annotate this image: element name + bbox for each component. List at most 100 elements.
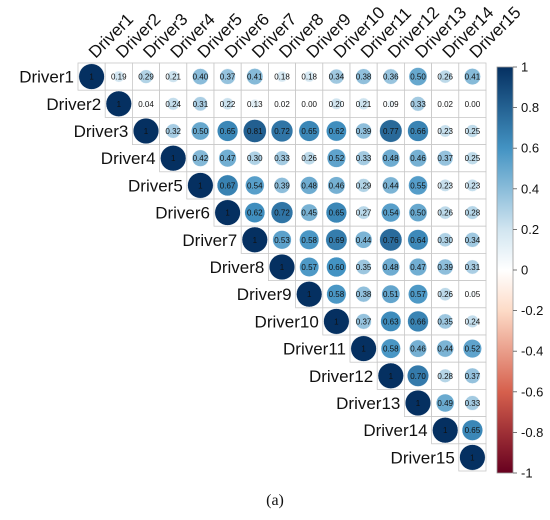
correlation-value: 0.46 [329, 181, 345, 190]
correlation-circle [463, 68, 481, 86]
diagonal-label: 1 [225, 209, 230, 218]
correlation-value: 0.58 [329, 290, 345, 299]
correlation-value: 0.29 [138, 73, 154, 82]
correlation-value: 0.72 [274, 209, 290, 218]
correlation-value: 0.39 [437, 263, 453, 272]
correlation-circle [379, 119, 403, 143]
correlation-circle [438, 287, 452, 301]
correlation-circle [355, 122, 372, 140]
correlation-circle [357, 97, 370, 110]
correlation-circle [381, 284, 401, 304]
correlation-value: 0.00 [465, 100, 481, 109]
colorbar-tick-label: 1 [521, 60, 528, 75]
colorbar-tick-label: -0.2 [521, 303, 543, 318]
correlation-value: 0.24 [165, 100, 181, 109]
correlation-value: 0.37 [465, 372, 481, 381]
correlation-circle [325, 228, 348, 251]
row-label: Driver1 [19, 68, 74, 87]
correlation-circle [462, 339, 482, 359]
row-label: Driver12 [309, 367, 373, 386]
correlation-value: 0.37 [220, 73, 236, 82]
correlation-value: 0.51 [383, 290, 399, 299]
correlation-circle [166, 97, 180, 111]
grid-cell [267, 89, 296, 118]
correlation-circle [244, 202, 266, 223]
correlation-circle [407, 120, 429, 142]
correlation-value: 0.54 [383, 209, 399, 218]
correlation-circle [327, 176, 346, 195]
correlation-value: 0.47 [410, 263, 426, 272]
correlation-value: 0.19 [111, 73, 127, 82]
diagonal-circle [350, 335, 377, 362]
correlation-circle [469, 291, 476, 298]
correlation-circle [437, 313, 453, 330]
correlation-circle [410, 96, 426, 112]
row-label: Driver7 [182, 231, 237, 250]
correlation-circle [407, 364, 429, 387]
correlation-value: 0.58 [301, 236, 317, 245]
correlation-value: 0.44 [356, 236, 372, 245]
correlation-value: 0.70 [410, 372, 426, 381]
figure-caption: (a) [0, 492, 550, 510]
correlation-value: 0.23 [465, 181, 481, 190]
correlation-value: 0.33 [356, 154, 372, 163]
correlation-value: 0.24 [465, 317, 481, 326]
correlation-value: 0.54 [247, 181, 263, 190]
correlation-value: 0.62 [329, 127, 345, 136]
correlation-value: 0.18 [274, 73, 290, 82]
correlation-circle [165, 123, 181, 139]
diagonal-label: 1 [144, 127, 149, 136]
correlation-circle [243, 119, 267, 143]
row-label: Driver8 [210, 258, 265, 277]
correlation-value: 0.41 [247, 73, 263, 82]
correlation-circle [356, 150, 372, 166]
correlation-circle [438, 205, 452, 220]
correlation-value: 0.50 [410, 209, 426, 218]
correlation-value: 0.36 [383, 73, 399, 82]
correlation-value: 0.52 [465, 345, 481, 354]
diagonal-circle [432, 417, 459, 444]
correlation-circle [279, 101, 285, 106]
correlation-circle [464, 395, 480, 411]
correlation-circle [381, 149, 400, 168]
correlation-value: 0.66 [410, 317, 426, 326]
correlation-value: 0.23 [437, 181, 453, 190]
correlation-value: 0.47 [220, 154, 236, 163]
diagonal-circle [377, 362, 404, 389]
correlation-circle [191, 121, 210, 141]
correlation-circle [409, 149, 427, 168]
correlation-circle [465, 314, 479, 328]
correlation-circle [138, 69, 154, 84]
correlation-circle [356, 178, 371, 193]
diagonal-label: 1 [89, 73, 94, 82]
row-label: Driver10 [255, 312, 319, 331]
correlation-value: 0.65 [220, 127, 236, 136]
correlation-value: 0.25 [465, 127, 481, 136]
row-label: Driver4 [101, 149, 156, 168]
correlation-value: 0.29 [356, 181, 372, 190]
colorbar-tick-label: -0.6 [521, 384, 543, 399]
diagonal-label: 1 [198, 181, 203, 190]
grid-cell [267, 62, 296, 91]
correlation-circle [330, 97, 343, 110]
correlation-value: 0.62 [247, 209, 263, 218]
correlation-value: 0.63 [383, 317, 399, 326]
correlation-value: 0.38 [356, 73, 372, 82]
correlation-value: 0.00 [301, 100, 317, 109]
correlation-value: 0.66 [410, 127, 426, 136]
correlation-circle [219, 68, 236, 85]
correlation-circle [437, 232, 453, 248]
correlation-value: 0.64 [410, 236, 426, 245]
diagonal-circle [105, 90, 132, 117]
correlation-circle [408, 284, 428, 305]
correlation-circle [355, 286, 372, 303]
diagonal-circle [269, 253, 296, 280]
diagonal-circle [323, 308, 350, 335]
correlation-circle [218, 149, 237, 168]
correlation-circle [408, 175, 428, 196]
correlation-value: 0.21 [356, 100, 372, 109]
correlation-circle [381, 257, 400, 277]
correlation-circle [438, 179, 452, 192]
correlation-value: 0.53 [274, 236, 290, 245]
correlation-value: 0.37 [356, 317, 372, 326]
